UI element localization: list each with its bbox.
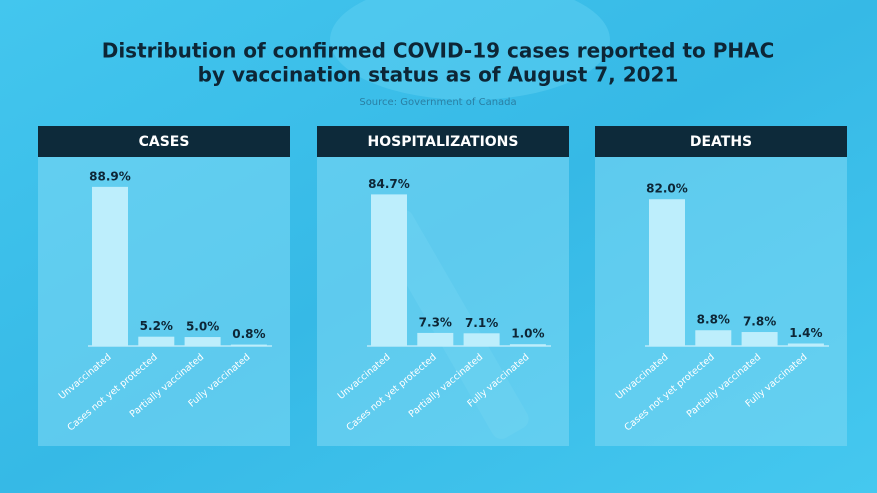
value-label: 88.9% <box>89 169 131 183</box>
bar <box>184 337 221 346</box>
bar <box>230 344 267 346</box>
bar <box>695 330 732 346</box>
value-label: 5.0% <box>186 320 219 334</box>
bar <box>92 186 128 346</box>
value-label: 1.4% <box>789 326 822 340</box>
title-line: by vaccination status as of August 7, 20… <box>198 63 679 87</box>
panel-header <box>38 126 290 157</box>
panel-title: CASES <box>139 134 190 150</box>
value-label: 0.8% <box>232 327 265 341</box>
panel-header <box>595 126 847 157</box>
bar <box>463 333 500 346</box>
bar <box>371 194 407 346</box>
value-label: 5.2% <box>140 319 173 333</box>
panel <box>595 126 847 446</box>
bar <box>509 344 546 346</box>
bar <box>649 199 685 346</box>
bar <box>741 332 778 346</box>
value-label: 1.0% <box>511 327 544 341</box>
panel-title: DEATHS <box>690 134 752 150</box>
panel-header <box>317 126 569 157</box>
bar <box>787 343 824 346</box>
value-label: 7.3% <box>419 315 452 329</box>
panel <box>317 126 569 446</box>
value-label: 7.1% <box>465 316 498 330</box>
decor <box>330 0 610 100</box>
panel-title: HOSPITALIZATIONS <box>368 134 519 150</box>
source: Source: Government of Canada <box>359 97 516 108</box>
bar <box>417 332 454 346</box>
value-label: 82.0% <box>646 182 688 196</box>
value-label: 84.7% <box>368 177 410 191</box>
panel <box>38 126 290 446</box>
value-label: 8.8% <box>697 313 730 327</box>
title-line: Distribution of confirmed COVID-19 cases… <box>102 39 775 63</box>
value-label: 7.8% <box>743 315 776 329</box>
bar <box>138 336 175 346</box>
